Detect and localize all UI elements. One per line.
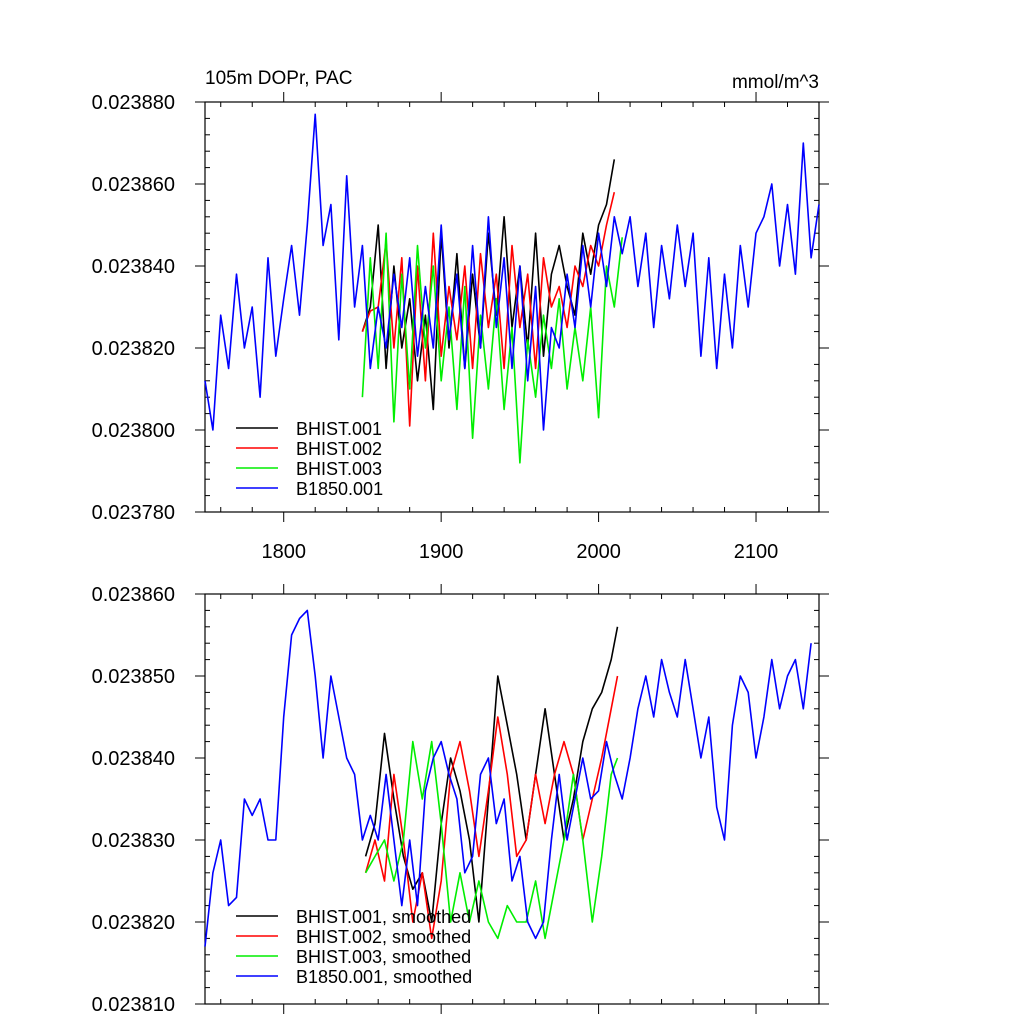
bottom-y-tick-labels: 0.023810 0.023820 0.023830 0.023840 0.023850…: [92, 584, 175, 1016]
top-panel: 105m DOPr, PAC mmol/m^3 0.023780 0.023800…: [92, 68, 829, 563]
x-tick-label: 2000: [576, 541, 621, 563]
legend-label: B1850.001: [296, 479, 383, 499]
y-tick-label: 0.023860: [92, 174, 175, 196]
bottom-panel: 0.023810 0.023820 0.023830 0.023840 0.023850…: [92, 584, 829, 1016]
legend-label: BHIST.002: [296, 439, 382, 459]
legend-label: BHIST.001, smoothed: [296, 907, 471, 927]
x-tick-label: 1900: [419, 541, 464, 563]
top-chart-units: mmol/m^3: [732, 72, 819, 93]
series-line-b1850-001-smoothed: [204, 609, 812, 947]
legend-label: BHIST.002, smoothed: [296, 927, 471, 947]
y-tick-label: 0.023820: [92, 912, 175, 934]
y-tick-label: 0.023780: [92, 502, 175, 524]
x-tick-label: 2100: [734, 541, 779, 563]
legend-label: BHIST.003, smoothed: [296, 947, 471, 967]
legend-label: B1850.001, smoothed: [296, 967, 472, 987]
top-chart-title: 105m DOPr, PAC: [205, 68, 352, 89]
series-line-bhist-003: [361, 232, 623, 464]
y-tick-label: 0.023800: [92, 420, 175, 442]
y-tick-label: 0.023830: [92, 830, 175, 852]
series-line-b1850-001: [204, 113, 820, 431]
top-plot-frame: [204, 101, 820, 513]
bottom-ticks: [195, 584, 829, 1014]
y-tick-label: 0.023850: [92, 666, 175, 688]
y-tick-label: 0.023820: [92, 338, 175, 360]
bottom-plot-frame: [204, 593, 820, 1005]
y-tick-label: 0.023810: [92, 994, 175, 1016]
top-series-lines: [204, 113, 820, 464]
legend-label: BHIST.001: [296, 419, 382, 439]
y-tick-label: 0.023860: [92, 584, 175, 606]
y-tick-label: 0.023840: [92, 748, 175, 770]
series-line-bhist-001-smoothed: [364, 626, 619, 923]
x-tick-label: 1800: [261, 541, 306, 563]
legend-label: BHIST.003: [296, 459, 382, 479]
top-y-tick-labels: 0.023780 0.023800 0.023820 0.023840 0.023860…: [92, 92, 175, 524]
series-line-bhist-003-smoothed: [364, 740, 619, 940]
y-tick-label: 0.023840: [92, 256, 175, 278]
top-ticks: [195, 92, 829, 522]
y-tick-label: 0.023880: [92, 92, 175, 114]
top-x-tick-labels: 1800 1900 2000 2100: [261, 541, 778, 563]
bottom-series-lines: [204, 609, 812, 947]
